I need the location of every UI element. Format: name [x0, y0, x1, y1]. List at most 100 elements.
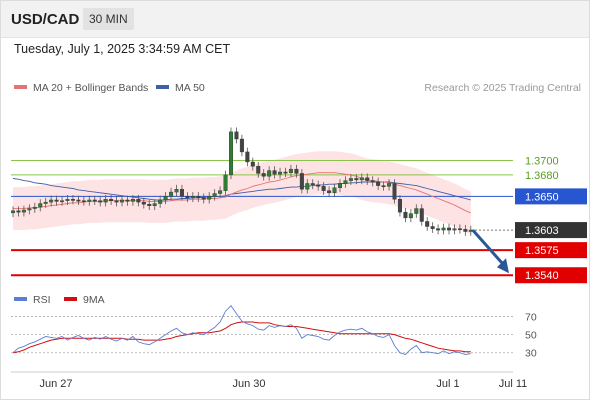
candle-body — [299, 173, 304, 190]
candle-body — [190, 196, 195, 199]
candle-body — [425, 221, 430, 227]
candle-body — [125, 199, 130, 202]
level-badge — [515, 188, 587, 205]
candle-body — [376, 181, 381, 186]
chart-header: USD/CAD 30 MIN — [1, 1, 589, 38]
candle-body — [169, 191, 174, 197]
forecast-arrow-line — [471, 229, 506, 267]
candle-body — [218, 190, 223, 194]
candle-body — [338, 183, 343, 188]
candle-body — [452, 228, 457, 231]
candle-body — [32, 206, 37, 209]
candle-body — [239, 138, 244, 153]
candle-body — [359, 177, 364, 181]
forecast-arrow-head — [497, 258, 509, 274]
candle-body — [288, 168, 293, 173]
candle-body — [414, 208, 419, 214]
candle-body — [354, 178, 359, 181]
legend-label: MA 50 — [175, 82, 205, 94]
rsi-tick-label: 50 — [525, 330, 537, 342]
timeframe-button[interactable]: 30 MIN — [83, 8, 134, 30]
credit-text: Research © 2025 Trading Central — [424, 82, 581, 94]
candle-body — [294, 168, 299, 174]
candle-body — [348, 178, 353, 181]
candle-body — [212, 193, 217, 197]
candle-body — [365, 177, 370, 181]
candle-body — [256, 166, 261, 174]
candle-body — [403, 211, 408, 219]
candle-body — [430, 226, 435, 229]
level-label: 1.3700 — [525, 156, 559, 168]
candle-body — [103, 199, 108, 203]
rsi-line — [12, 304, 471, 356]
candle-body — [114, 200, 119, 203]
candle-body — [457, 228, 462, 231]
candle-body — [321, 186, 326, 191]
candle-body — [152, 203, 157, 206]
candle-body — [158, 199, 163, 204]
candle-body — [92, 199, 97, 202]
legend-label: 9MA — [83, 294, 105, 306]
x-tick-label: Jul 11 — [499, 378, 528, 390]
candle-body — [436, 228, 441, 231]
rsi-tick-label: 30 — [525, 348, 537, 360]
candle-body — [283, 171, 288, 174]
candle-body — [441, 227, 446, 231]
candle-body — [408, 213, 413, 219]
candle-body — [27, 208, 32, 211]
datetime-label: Tuesday, July 1, 2025 3:34:59 AM CET — [14, 42, 231, 56]
legend-swatch — [64, 297, 77, 301]
candle-body — [370, 180, 375, 183]
candle-body — [136, 199, 141, 203]
candle-body — [109, 199, 114, 201]
candle-body — [305, 183, 310, 190]
candle-body — [141, 201, 146, 205]
candle-body — [261, 173, 266, 177]
candle-body — [278, 171, 283, 175]
candle-body — [234, 131, 239, 140]
candle-body — [60, 200, 65, 203]
candle-body — [163, 196, 168, 201]
candle-body — [397, 199, 402, 213]
legend-label: RSI — [33, 294, 51, 306]
candle-body — [76, 199, 81, 202]
x-tick-label: Jul 1 — [436, 378, 459, 390]
candle-body — [185, 196, 190, 199]
x-tick-label: Jun 30 — [232, 378, 265, 390]
candle-body — [228, 131, 233, 176]
candle-body — [250, 161, 255, 167]
candle-body — [54, 199, 59, 202]
candle-body — [267, 170, 272, 177]
level-label: 1.3680 — [525, 170, 559, 182]
candle-body — [310, 183, 315, 186]
candle-body — [81, 200, 86, 203]
symbol-title: USD/CAD — [11, 11, 80, 28]
level-label: 1.3575 — [525, 245, 559, 257]
candle-body — [130, 199, 135, 202]
candle-body — [147, 204, 152, 206]
level-label: 1.3603 — [525, 225, 559, 237]
candle-body — [21, 209, 26, 213]
candle-body — [65, 199, 70, 201]
rsi-tick-label: 70 — [525, 312, 537, 324]
candle-body — [43, 201, 48, 204]
candle-body — [49, 199, 54, 203]
level-badge — [515, 242, 587, 259]
candle-body — [316, 184, 321, 187]
candle-body — [447, 227, 452, 231]
candle-body — [10, 210, 15, 214]
level-badge — [515, 267, 587, 284]
candle-body — [381, 185, 386, 188]
candle-body — [70, 199, 75, 201]
level-label: 1.3650 — [525, 191, 559, 203]
candle-body — [343, 180, 348, 184]
candle-body — [207, 196, 212, 200]
candle-body — [119, 199, 124, 203]
candle-body — [38, 203, 43, 208]
candle-body — [272, 170, 277, 175]
level-label: 1.3540 — [525, 270, 559, 282]
x-tick-label: Jun 27 — [39, 378, 72, 390]
legend-swatch — [156, 85, 169, 89]
candle-body — [201, 197, 206, 200]
